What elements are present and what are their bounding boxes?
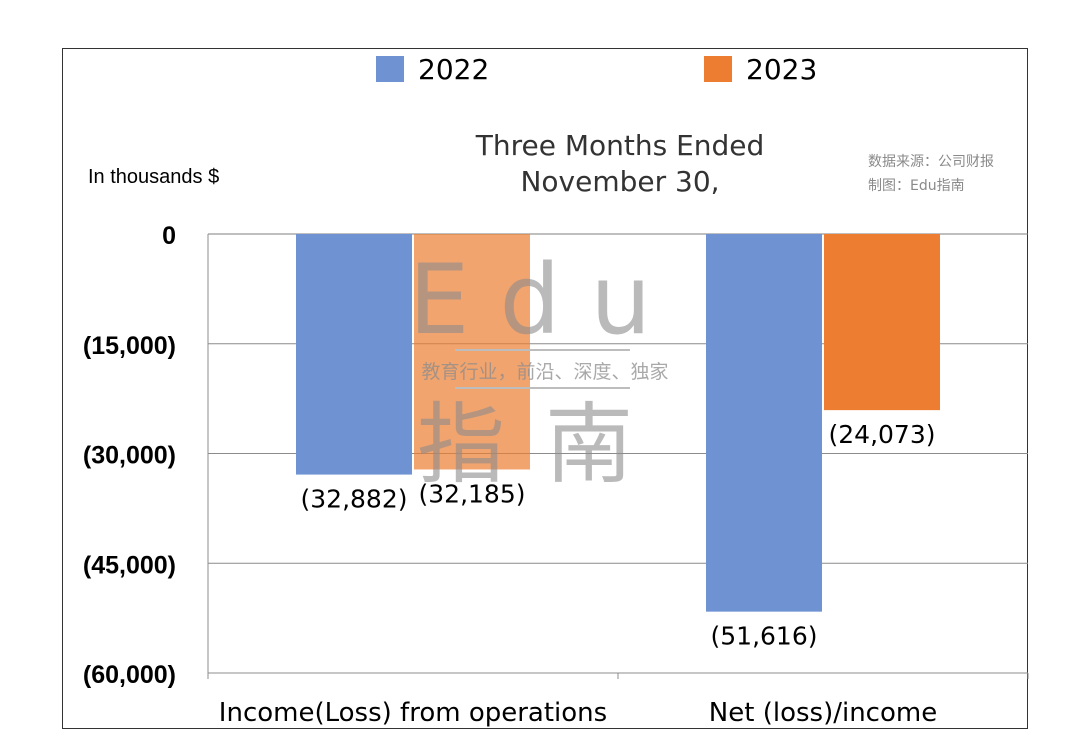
- legend-swatch-2022: [376, 56, 404, 82]
- source-note-line-1: 数据来源：公司财报: [868, 154, 994, 170]
- legend-label-2022: 2022: [418, 52, 490, 86]
- source-note: 数据来源：公司财报 制图：Edu指南: [868, 150, 994, 198]
- legend-item-2022: 2022: [376, 52, 490, 86]
- data-label-2022: (51,616): [711, 622, 818, 651]
- bar-2023: [824, 234, 940, 411]
- y-tick-label: (30,000): [83, 442, 176, 470]
- y-tick-label: (60,000): [83, 661, 176, 689]
- x-category-label: Net (loss)/income: [709, 698, 937, 728]
- y-tick-label: (45,000): [83, 551, 176, 579]
- y-tick-label: (15,000): [83, 332, 176, 360]
- legend-label-2023: 2023: [746, 52, 818, 86]
- data-label-2023: (24,073): [829, 420, 936, 449]
- bar-2023: [414, 234, 530, 470]
- y-tick-label: 0: [162, 222, 176, 250]
- x-category-label: Income(Loss) from operations: [219, 698, 607, 728]
- data-label-2023: (32,185): [419, 479, 526, 508]
- legend-swatch-2023: [704, 56, 732, 82]
- unit-label: In thousands $: [88, 166, 220, 188]
- chart-frame: [62, 48, 1028, 729]
- chart-subtitle: Three Months Ended November 30,: [475, 129, 765, 198]
- legend-item-2023: 2023: [704, 52, 818, 86]
- source-note-line-2: 制图：Edu指南: [868, 178, 965, 194]
- bar-2022: [706, 234, 822, 612]
- data-label-2022: (32,882): [301, 485, 408, 514]
- bar-2022: [296, 234, 412, 475]
